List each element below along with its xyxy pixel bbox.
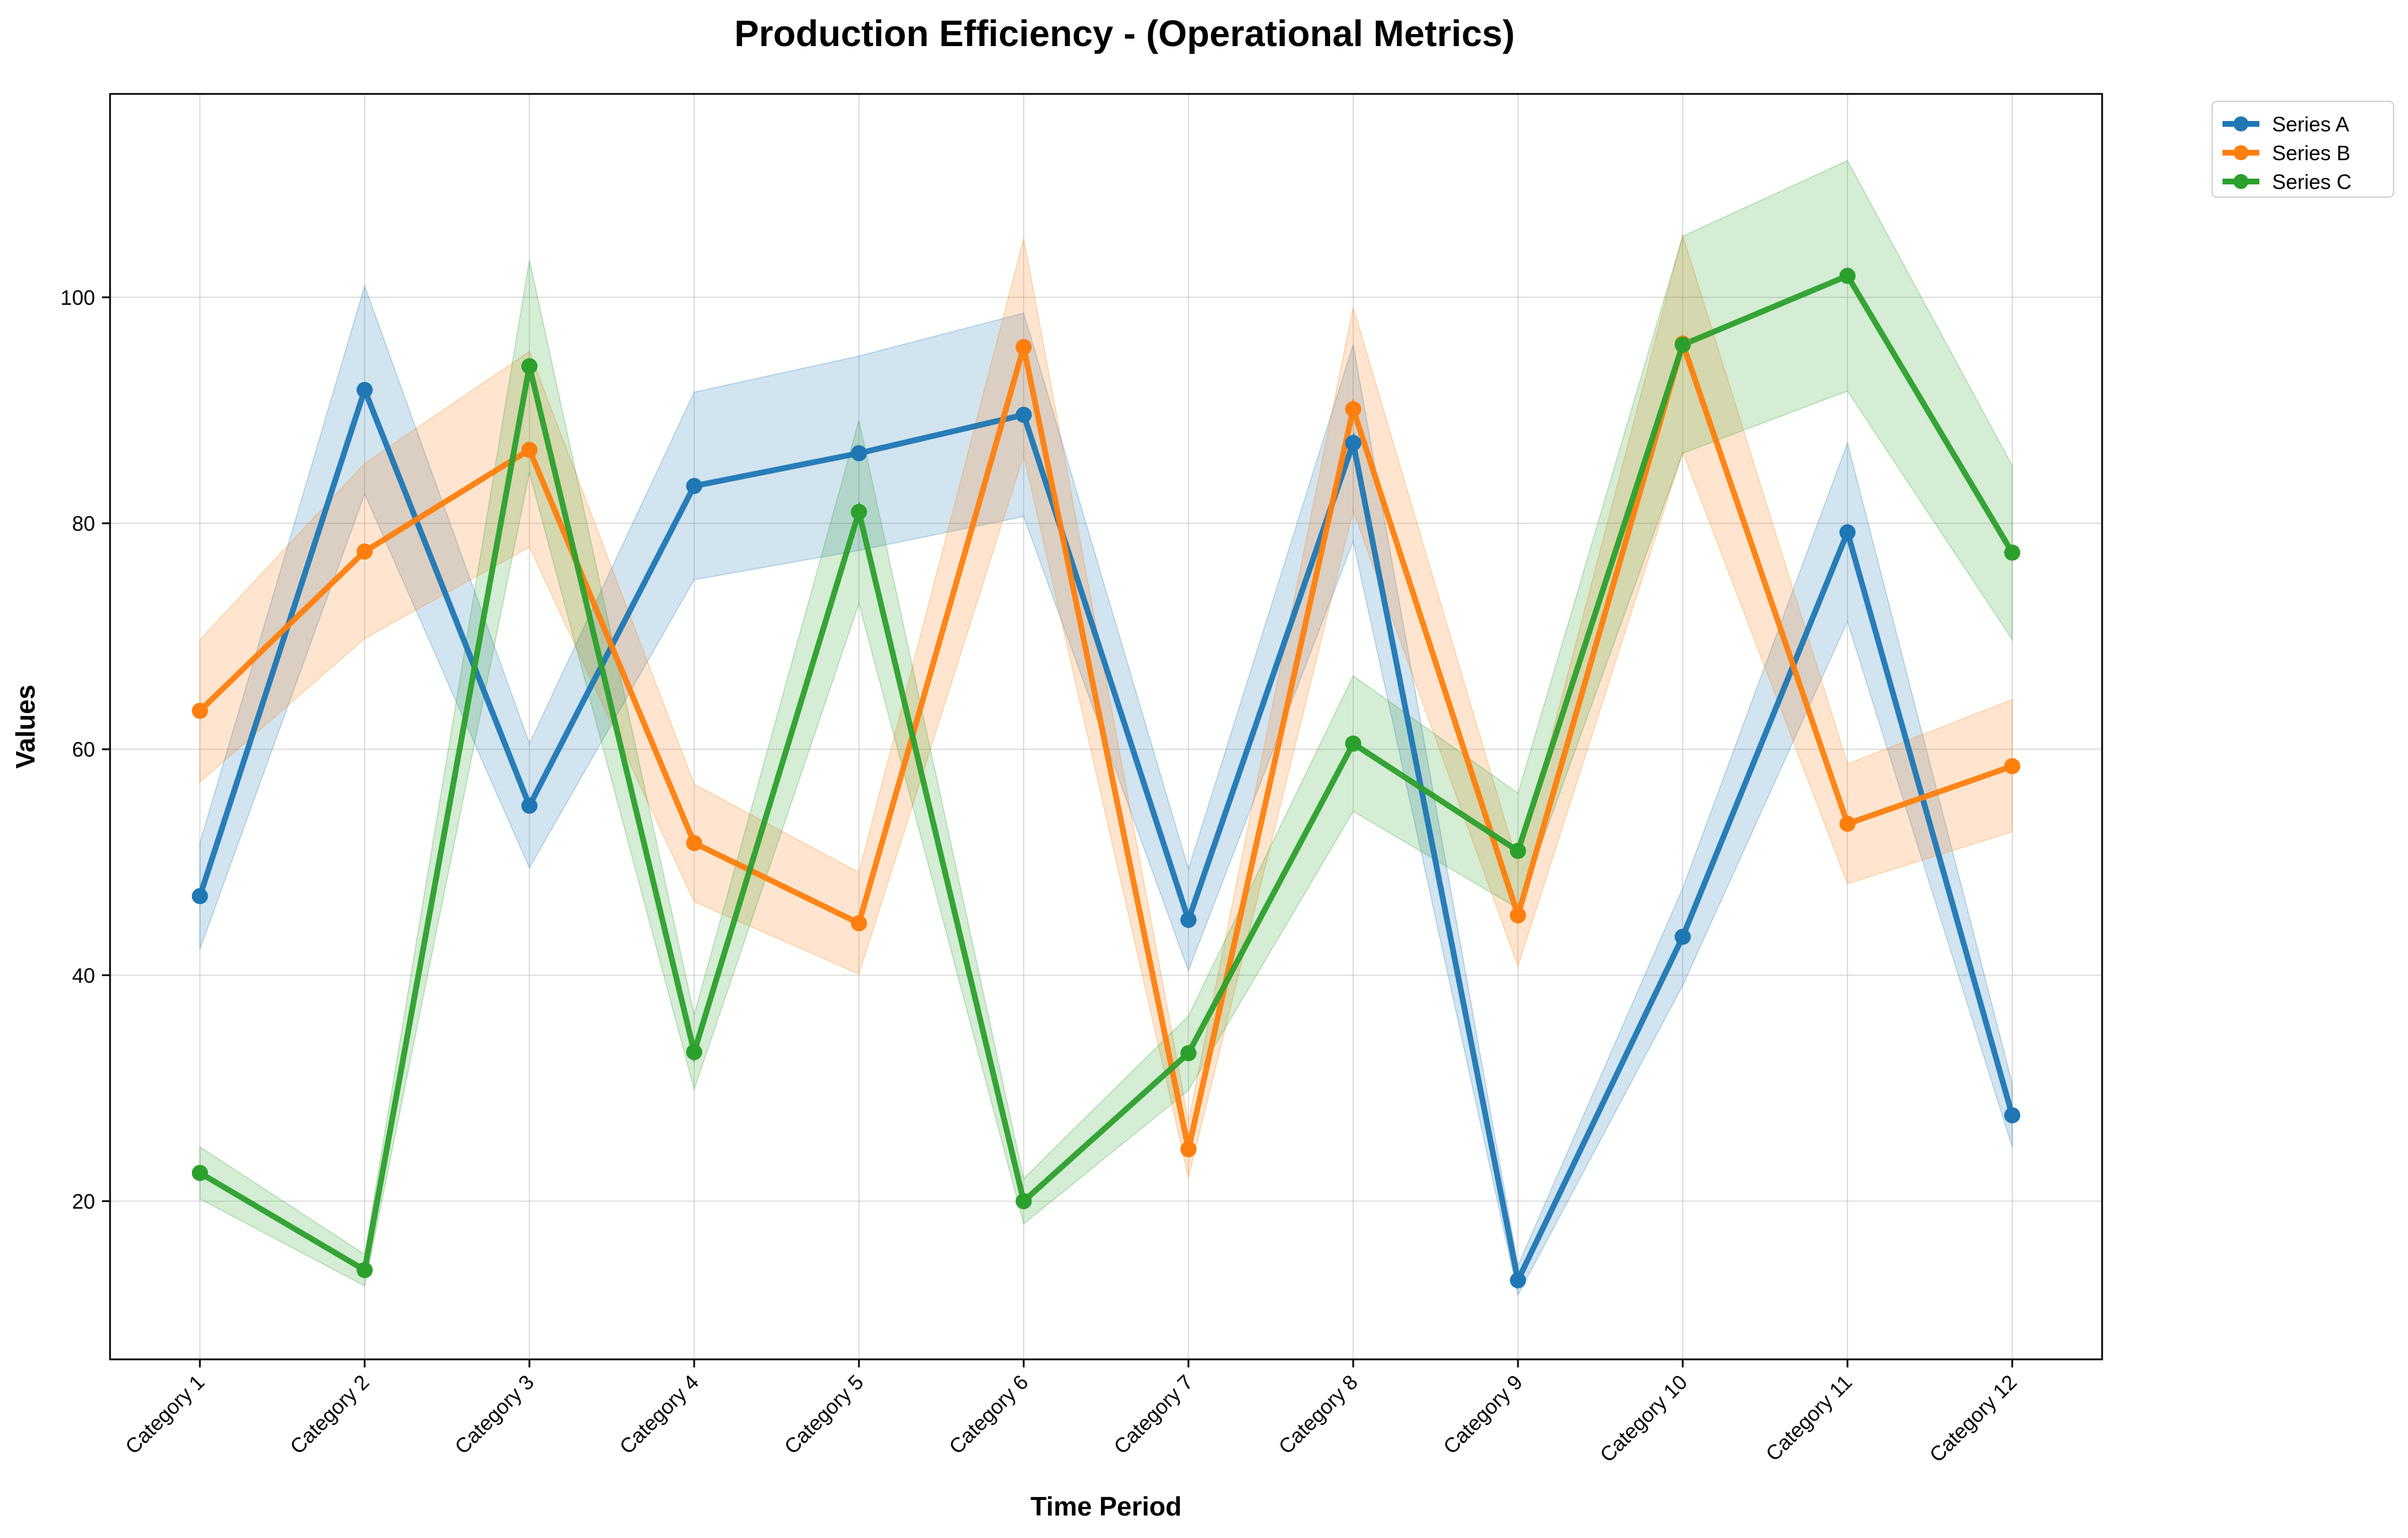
y-tick-label: 20 — [72, 1190, 95, 1214]
data-point — [192, 1165, 208, 1181]
x-axis-label: Time Period — [1031, 1491, 1182, 1521]
data-point — [1180, 1045, 1197, 1061]
data-point — [1345, 401, 1361, 418]
y-tick-label: 80 — [72, 512, 95, 535]
data-point — [1180, 1141, 1197, 1158]
data-point — [521, 358, 537, 375]
data-point — [1839, 815, 1856, 832]
legend-label: Series B — [2272, 141, 2350, 165]
data-point — [1839, 267, 1856, 284]
series-line — [197, 381, 2015, 1290]
data-point — [357, 1262, 373, 1279]
data-point — [1345, 735, 1361, 752]
legend: Series A Series B Series C — [2212, 101, 2394, 198]
legend-marker — [2233, 174, 2248, 189]
data-point — [851, 445, 867, 462]
legend-marker — [2233, 145, 2248, 160]
chart-title: Production Efficiency - (Operational Met… — [734, 13, 1515, 54]
y-tick-label: 100 — [60, 286, 95, 309]
data-point — [1180, 912, 1197, 928]
data-point — [1675, 928, 1691, 945]
series-points — [192, 267, 2020, 1288]
plot-frame — [109, 93, 2103, 1361]
data-point — [686, 1044, 702, 1060]
data-point — [1016, 339, 1032, 356]
data-point — [1675, 337, 1691, 353]
y-axis-label: Values — [10, 685, 40, 769]
data-point — [1016, 1193, 1032, 1210]
data-point — [851, 915, 867, 932]
data-point — [1510, 1272, 1526, 1288]
legend-marker — [2233, 116, 2248, 131]
data-point — [686, 478, 702, 494]
data-point — [1510, 842, 1526, 859]
data-point — [521, 441, 537, 458]
confidence-band — [199, 284, 2013, 1297]
data-point — [2004, 758, 2020, 774]
grid — [110, 94, 2102, 1359]
data-point — [521, 798, 537, 814]
data-point — [1839, 524, 1856, 541]
data-point — [357, 543, 373, 560]
y-axis-ticks: 20 40 60 80 100 — [60, 286, 110, 1214]
legend-label: Series C — [2272, 170, 2352, 194]
confidence-band — [199, 233, 2013, 1178]
series-lines — [197, 272, 2015, 1290]
y-tick-label: 40 — [72, 963, 95, 987]
data-point — [192, 888, 208, 905]
data-point — [686, 834, 702, 851]
data-point — [357, 381, 373, 398]
legend-label: Series A — [2272, 112, 2349, 136]
data-point — [851, 504, 867, 520]
y-tick-label: 60 — [72, 738, 95, 761]
series-line — [198, 272, 2015, 1275]
data-point — [192, 702, 208, 719]
data-point — [2004, 1107, 2020, 1124]
data-point — [1016, 406, 1032, 423]
data-point — [2004, 545, 2020, 561]
series-line — [198, 334, 2013, 1150]
data-point — [1510, 907, 1526, 924]
data-point — [1345, 434, 1361, 451]
